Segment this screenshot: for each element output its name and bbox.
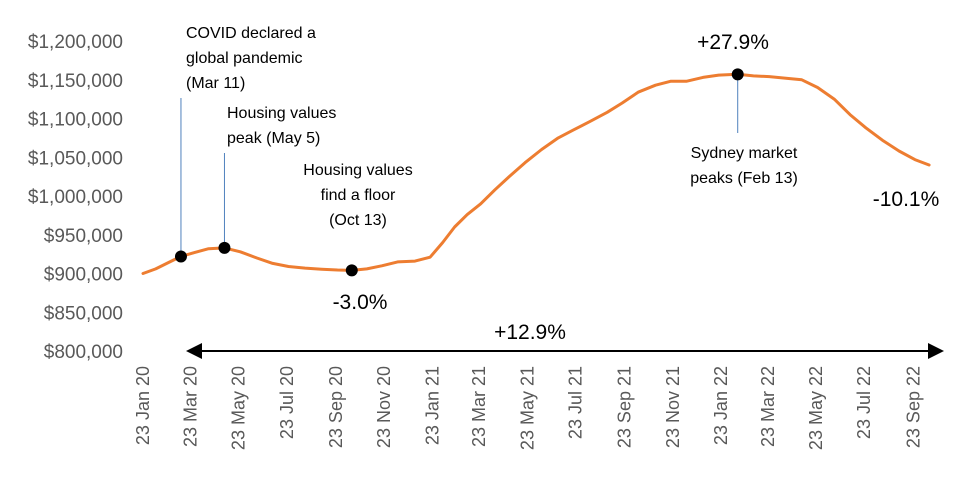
x-tick-label: 23 Sep 20 bbox=[326, 366, 346, 448]
x-tick-label: 23 Jul 21 bbox=[566, 366, 586, 439]
x-tick-label: 23 Jan 20 bbox=[133, 366, 153, 445]
label-pct-span: +12.9% bbox=[494, 321, 566, 344]
label-pct-peak: +27.9% bbox=[697, 31, 769, 54]
x-tick-label: 23 Jul 20 bbox=[277, 366, 297, 439]
marked-point bbox=[218, 241, 231, 254]
y-tick-label: $1,150,000 bbox=[28, 71, 123, 92]
annotation-floor-line1: Housing values bbox=[303, 162, 412, 179]
annotation-sydney-line1: Sydney market bbox=[691, 145, 798, 162]
x-tick-label: 23 Jul 22 bbox=[854, 366, 874, 439]
x-tick-label: 23 May 20 bbox=[229, 366, 249, 450]
annotation-floor-line3: (Oct 13) bbox=[329, 212, 387, 229]
x-axis-ticks: 23 Jan 20 23 Mar 20 23 May 20 23 Jul 20 23 S… bbox=[133, 366, 923, 450]
y-tick-label: $1,000,000 bbox=[28, 187, 123, 208]
annotation-sydney-line2: peaks (Feb 13) bbox=[690, 170, 798, 187]
span-arrow-head-left bbox=[186, 343, 202, 359]
x-tick-label: 23 May 22 bbox=[806, 366, 826, 450]
y-axis-ticks: $800,000 $850,000 $900,000 $950,000 $1,000,0… bbox=[28, 32, 123, 363]
x-tick-label: 23 Sep 22 bbox=[903, 366, 923, 448]
marked-points bbox=[174, 68, 744, 277]
annotation-peak2020-line2: peak (May 5) bbox=[227, 130, 320, 147]
label-pct-end: -10.1% bbox=[873, 188, 940, 211]
marked-point bbox=[174, 250, 187, 263]
marked-point bbox=[345, 264, 358, 277]
x-tick-label: 23 Jan 22 bbox=[711, 366, 731, 445]
y-tick-label: $800,000 bbox=[44, 342, 123, 363]
x-tick-label: 23 Mar 22 bbox=[758, 366, 778, 447]
x-tick-label: 23 May 21 bbox=[517, 366, 537, 450]
x-tick-label: 23 Jan 21 bbox=[422, 366, 442, 445]
y-tick-label: $850,000 bbox=[44, 303, 123, 324]
x-tick-label: 23 Mar 21 bbox=[469, 366, 489, 447]
x-tick-label: 23 Sep 21 bbox=[615, 366, 635, 448]
y-tick-label: $950,000 bbox=[44, 226, 123, 247]
annotation-covid-line2: global pandemic bbox=[186, 50, 303, 67]
x-tick-label: 23 Nov 21 bbox=[663, 366, 683, 448]
y-tick-label: $1,200,000 bbox=[28, 32, 123, 53]
span-arrow-head-right bbox=[928, 343, 944, 359]
annotation-floor-line2: find a floor bbox=[321, 187, 396, 204]
x-tick-label: 23 Mar 20 bbox=[180, 366, 200, 447]
annotation-covid-line1: COVID declared a bbox=[186, 25, 316, 42]
annotation-peak2020-line1: Housing values bbox=[227, 105, 336, 122]
y-tick-label: $1,050,000 bbox=[28, 148, 123, 169]
span-arrow bbox=[186, 343, 944, 359]
annotation-covid-line3: (Mar 11) bbox=[186, 75, 245, 92]
label-pct-floor: -3.0% bbox=[333, 291, 388, 314]
y-tick-label: $900,000 bbox=[44, 265, 123, 286]
annotation-leaders bbox=[180, 74, 739, 257]
series-line bbox=[141, 72, 931, 275]
x-tick-label: 23 Nov 20 bbox=[374, 366, 394, 448]
annotations-layer: COVID declared a global pandemic (Mar 11… bbox=[186, 25, 939, 344]
y-tick-label: $1,100,000 bbox=[28, 110, 123, 131]
marked-point bbox=[731, 68, 744, 81]
series-layer bbox=[141, 72, 931, 275]
